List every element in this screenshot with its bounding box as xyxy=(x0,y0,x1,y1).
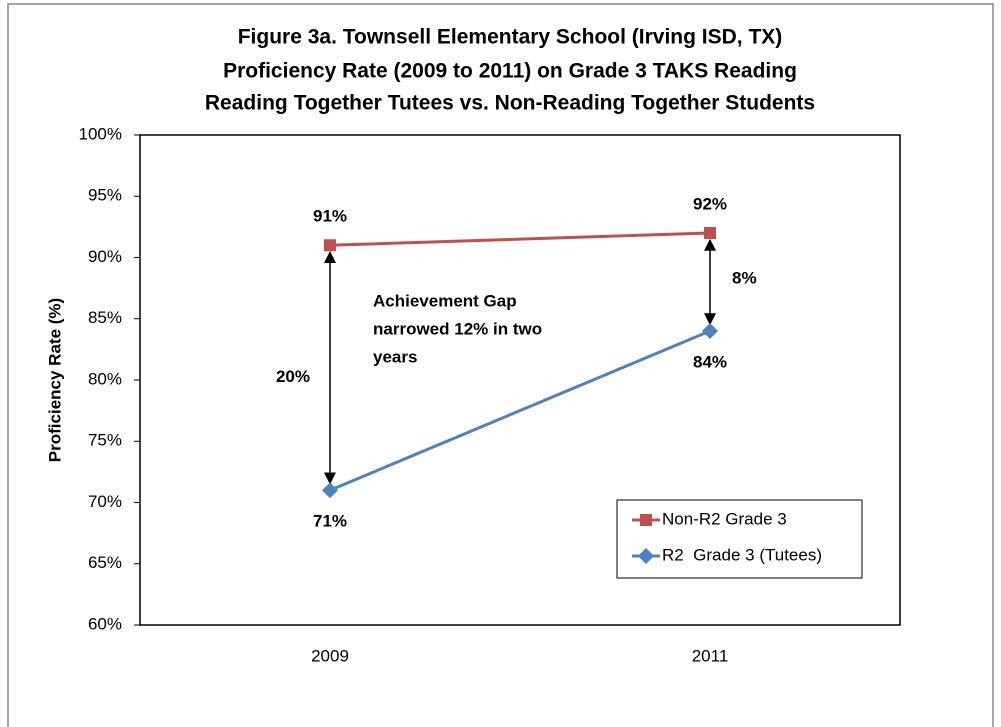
y-tick-label: 75% xyxy=(88,431,122,450)
data-label: 92% xyxy=(693,194,727,213)
chart-title: Figure 3a. Townsell Elementary School (I… xyxy=(238,26,783,49)
annotation: narrowed 12% in two xyxy=(373,319,542,338)
marker xyxy=(324,239,336,252)
y-tick-label: 60% xyxy=(88,614,122,633)
y-tick-label: 95% xyxy=(88,186,122,205)
y-tick-label: 70% xyxy=(88,492,122,511)
marker xyxy=(322,482,338,499)
legend-label: R2 Grade 3 (Tutees) xyxy=(662,545,822,564)
data-label: 91% xyxy=(313,207,347,226)
x-tick-label: 2011 xyxy=(692,646,729,665)
legend-box xyxy=(616,499,863,579)
gap-label: 8% xyxy=(732,268,757,287)
chart-border xyxy=(7,3,994,727)
series-line xyxy=(329,231,711,247)
y-tick-label: 80% xyxy=(88,369,122,388)
y-tick-label: 100% xyxy=(79,124,122,143)
y-tick-label: 85% xyxy=(88,308,122,327)
data-label: 71% xyxy=(313,512,347,531)
series-line xyxy=(329,329,711,492)
annotation: Achievement Gap xyxy=(373,291,517,310)
legend-label: Non-R2 Grade 3 xyxy=(662,509,787,528)
annotation: years xyxy=(373,347,417,366)
chart-title: Reading Together Tutees vs. Non-Reading … xyxy=(205,92,815,115)
gap-label: 20% xyxy=(276,367,310,386)
y-axis-label: Proficiency Rate (%) xyxy=(45,298,64,462)
marker xyxy=(704,227,716,239)
chart-title: Proficiency Rate (2009 to 2011) on Grade… xyxy=(223,60,797,83)
y-tick-label: 90% xyxy=(88,247,122,266)
data-label: 84% xyxy=(693,352,727,371)
marker xyxy=(638,548,654,564)
x-tick-label: 2009 xyxy=(311,646,349,665)
y-tick-label: 65% xyxy=(88,553,122,572)
marker xyxy=(640,514,652,526)
marker xyxy=(702,323,718,339)
